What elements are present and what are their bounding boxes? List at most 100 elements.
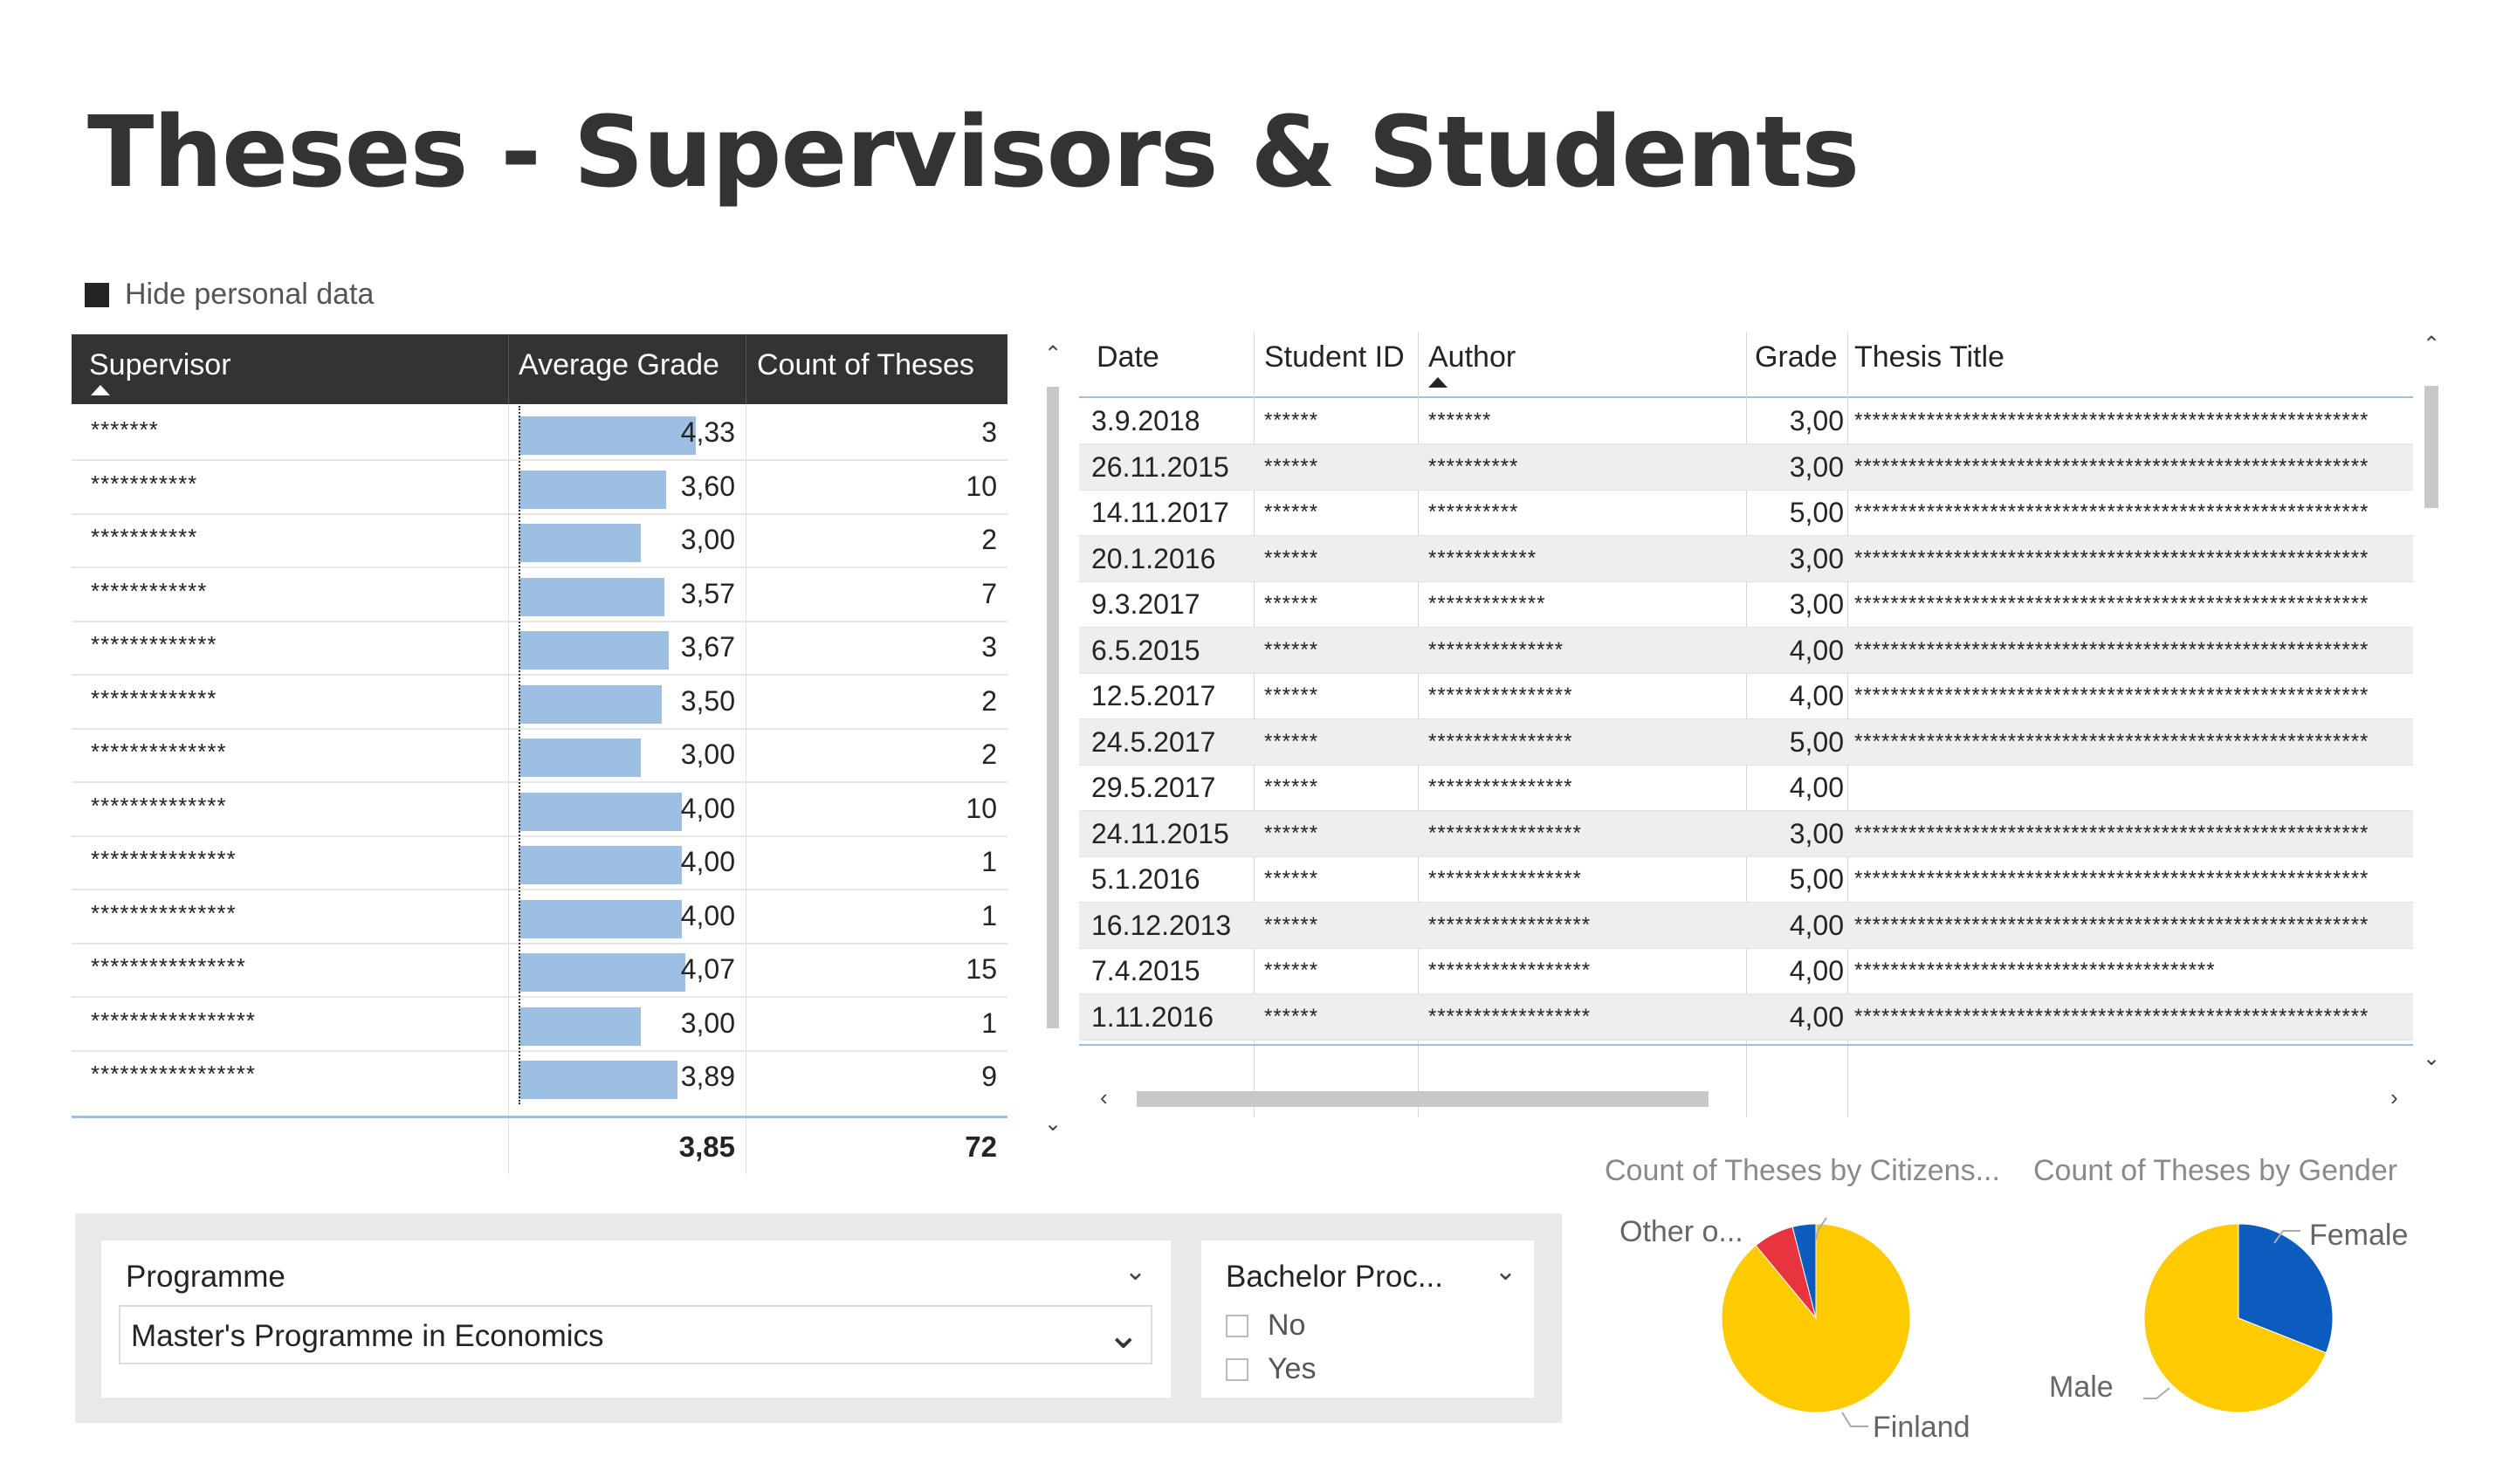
thesis-row[interactable]: 3.9.2018 ****** ******* 3,00 ***************… [1079,398,2413,444]
thesis-row[interactable]: 14.11.2017 ****** ********** 5,00 **********… [1079,490,2413,536]
supervisor-name: *********** [91,524,198,550]
column-header-count-of-theses[interactable]: Count of Theses [757,348,974,381]
option-label: Yes [1268,1352,1317,1385]
checkbox-icon[interactable] [1226,1357,1248,1381]
scroll-up-icon[interactable]: ⌃ [1043,342,1062,366]
column-header-author[interactable]: Author [1428,340,1516,374]
thesis-row[interactable]: 6.5.2015 ****** *************** 4,00 *******… [1079,627,2413,674]
supervisor-table-scrollbar[interactable]: ⌃ ⌄ [1043,334,1062,1146]
supervisor-name: ************* [91,684,217,711]
total-average-grade: 3,85 [678,1130,735,1163]
thesis-row[interactable]: 20.1.2016 ****** ************ 3,00 *********… [1079,535,2413,582]
supervisor-row[interactable]: **************** 4,07 15 [72,943,1007,998]
scroll-up-icon[interactable]: ⌃ [2422,333,2441,356]
thesis-grade: 4,00 [1789,680,1844,711]
supervisor-row[interactable]: ************** 4,00 10 [72,782,1007,837]
theses-table-vertical-scrollbar[interactable]: ⌃ ⌄ [2420,332,2443,1082]
thesis-grade: 4,00 [1789,909,1844,941]
bachelor-option-yes[interactable]: Yes [1226,1352,1316,1386]
bachelor-option-no[interactable]: No [1226,1309,1305,1343]
chevron-down-icon[interactable]: ⌄ [1106,1311,1140,1357]
thesis-grade: 5,00 [1789,725,1844,758]
supervisor-row[interactable]: *********** 3,00 2 [72,513,1007,568]
bachelor-slicer[interactable]: Bachelor Proc... ⌄ No Yes [1201,1240,1534,1398]
programme-selected-value[interactable]: Master's Programme in Economics [131,1319,604,1353]
scroll-down-icon[interactable]: ⌄ [1043,1112,1062,1136]
checkbox-icon[interactable] [1226,1314,1248,1337]
thesis-title: ****************************************… [1854,821,2369,845]
column-header-grade[interactable]: Grade [1755,340,1838,374]
thesis-date: 1.11.2016 [1091,1000,1214,1033]
thesis-row[interactable]: 12.5.2017 ****** **************** 4,00 *****… [1079,673,2413,719]
thesis-row[interactable]: 29.5.2017 ****** **************** 4,00 [1079,765,2413,811]
column-divider [508,404,509,1174]
programme-slicer-title: Programme [126,1260,285,1294]
thesis-row[interactable]: 9.3.2017 ****** ************* 3,00 *********… [1079,581,2413,628]
thesis-row[interactable]: 16.12.2013 ****** ****************** 4,00 **… [1079,902,2413,949]
hide-personal-data-toggle[interactable]: Hide personal data [85,278,374,312]
thesis-row[interactable]: 26.11.2015 ****** ********** 3,00 **********… [1079,443,2413,491]
thesis-row[interactable]: 5.1.2016 ****** ***************** 5,00 *****… [1079,856,2413,903]
thesis-row[interactable]: 1.11.2016 ****** ****************** 4,00 ***… [1079,993,2413,1041]
supervisor-row[interactable]: *********** 3,60 10 [72,460,1007,515]
column-header-average-grade[interactable]: Average Grade [519,348,719,381]
checkbox-filled-icon[interactable] [85,282,109,307]
citizenship-chart-title: Count of Theses by Citizens... [1605,1154,2000,1187]
supervisor-row[interactable]: ************* 3,50 2 [72,675,1007,730]
scroll-right-icon[interactable]: › [2390,1084,2398,1110]
gender-pie-chart[interactable] [2134,1213,2343,1423]
column-header-date[interactable]: Date [1097,340,1159,374]
count-of-theses-value: 15 [966,953,997,985]
supervisor-row[interactable]: ***************** 3,00 1 [72,997,1007,1052]
thesis-title: ****************************************… [1854,592,2369,615]
count-of-theses-value: 2 [981,739,997,770]
thesis-grade: 3,00 [1789,817,1844,849]
average-grade-value: 4,33 [680,416,735,448]
thesis-row[interactable]: 24.5.2017 ****** **************** 5,00 *****… [1079,718,2413,766]
thesis-grade: 4,00 [1789,955,1844,986]
column-header-thesis-title[interactable]: Thesis Title [1854,340,2004,374]
thesis-author: *************** [1428,637,1564,662]
scrollbar-thumb[interactable] [1137,1091,1709,1107]
scrollbar-thumb[interactable] [1047,387,1059,1028]
thesis-author: ***************** [1428,821,1582,845]
sort-ascending-icon[interactable] [1428,377,1447,388]
bar-axis-line [519,406,520,1104]
supervisor-row[interactable]: ***************** 3,89 9 [72,1050,1007,1103]
thesis-row[interactable]: 24.11.2015 ****** ***************** 3,00 ***… [1079,810,2413,857]
supervisor-row[interactable]: ******* 4,33 3 [72,406,1007,461]
supervisor-row[interactable]: ************** 3,00 2 [72,728,1007,783]
programme-slicer[interactable]: Programme ⌄ Master's Programme in Econom… [101,1240,1171,1398]
scroll-left-icon[interactable]: ‹ [1100,1084,1108,1110]
scroll-down-icon[interactable]: ⌄ [2422,1047,2441,1070]
average-grade-value: 3,00 [680,1007,735,1039]
thesis-title: ****************************************… [1854,500,2369,524]
thesis-date: 26.11.2015 [1091,450,1229,483]
supervisor-name: ************** [91,792,227,819]
column-header-supervisor[interactable]: Supervisor [89,348,231,381]
theses-table-horizontal-scrollbar[interactable]: ‹ › [1091,1084,2423,1110]
count-of-theses-value: 10 [966,470,997,502]
average-grade-value: 3,50 [680,684,735,717]
programme-dropdown[interactable]: Master's Programme in Economics ⌄ [119,1305,1152,1364]
scrollbar-thumb[interactable] [2424,386,2438,508]
thesis-row[interactable]: 7.4.2015 ****** ****************** 4,00 ****… [1079,948,2413,994]
pie-slice[interactable] [1791,1223,1817,1319]
count-of-theses-value: 3 [981,416,997,448]
chevron-down-icon[interactable]: ⌄ [1124,1257,1146,1286]
thesis-grade: 4,00 [1789,634,1844,666]
citizenship-pie-chart[interactable] [1711,1213,1921,1423]
supervisor-row[interactable]: ************ 3,57 7 [72,567,1007,622]
thesis-date: 24.11.2015 [1091,817,1229,849]
pie-slice[interactable] [2143,1223,2328,1413]
toggle-label: Hide personal data [125,278,375,311]
thesis-author: ************ [1428,546,1537,570]
pie-slice[interactable] [2238,1223,2334,1354]
supervisor-row[interactable]: ************* 3,67 3 [72,621,1007,676]
supervisor-row[interactable]: *************** 4,00 1 [72,890,1007,945]
supervisor-row[interactable]: *************** 4,00 1 [72,835,1007,890]
chevron-down-icon[interactable]: ⌄ [1494,1257,1516,1286]
column-header-student-id[interactable]: Student ID [1264,340,1405,374]
thesis-author: ************* [1428,592,1546,615]
sort-ascending-icon[interactable] [91,385,110,395]
